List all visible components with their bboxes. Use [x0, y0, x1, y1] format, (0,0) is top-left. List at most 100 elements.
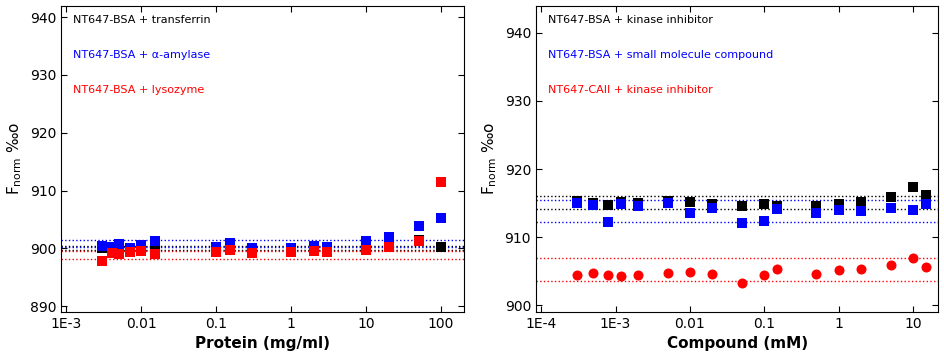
Point [734, 203, 750, 208]
Point [381, 235, 396, 240]
Point [94, 243, 110, 248]
Point [600, 202, 615, 208]
Point [757, 272, 772, 277]
Point [614, 199, 629, 205]
Text: NT647-CAII + kinase inhibitor: NT647-CAII + kinase inhibitor [548, 85, 713, 95]
Point [122, 245, 137, 251]
Point [919, 264, 934, 270]
Point [209, 249, 224, 255]
Point [319, 246, 334, 252]
Point [569, 198, 584, 204]
Point [381, 244, 396, 250]
Point [809, 203, 824, 209]
Point [222, 240, 237, 246]
Point [411, 238, 426, 244]
Point [614, 202, 629, 207]
Point [831, 201, 846, 207]
Point [306, 248, 321, 254]
Point [734, 280, 750, 286]
Point [905, 255, 920, 261]
Point [209, 247, 224, 252]
X-axis label: Protein (mg/ml): Protein (mg/ml) [194, 336, 329, 351]
Point [757, 218, 772, 224]
Point [111, 245, 126, 250]
Point [134, 248, 149, 254]
Point [683, 269, 698, 275]
Point [319, 249, 334, 255]
Point [411, 223, 426, 229]
Point [147, 238, 162, 244]
Point [631, 203, 646, 208]
Y-axis label: $\mathregular{F_{norm}}$ ‰o: $\mathregular{F_{norm}}$ ‰o [6, 122, 25, 195]
Point [319, 245, 334, 250]
Point [883, 262, 898, 268]
Point [600, 272, 615, 277]
Point [585, 200, 600, 206]
Point [222, 246, 237, 251]
Point [831, 268, 846, 273]
Point [631, 200, 646, 206]
Point [853, 266, 868, 272]
Text: NT647-BSA + α-amylase: NT647-BSA + α-amylase [74, 50, 211, 60]
Text: NT647-BSA + transferrin: NT647-BSA + transferrin [74, 15, 211, 25]
Point [919, 202, 934, 207]
Point [660, 200, 675, 206]
Point [433, 245, 448, 250]
Point [769, 203, 784, 208]
Point [705, 271, 720, 277]
Point [122, 248, 137, 253]
Point [381, 240, 396, 246]
Point [284, 246, 299, 251]
Point [585, 202, 600, 208]
Text: NT647-BSA + small molecule compound: NT647-BSA + small molecule compound [548, 50, 773, 60]
Point [244, 246, 260, 252]
Point [111, 251, 126, 257]
Point [122, 250, 137, 255]
Y-axis label: $\mathregular{F_{norm}}$ ‰o: $\mathregular{F_{norm}}$ ‰o [480, 122, 499, 195]
Point [147, 245, 162, 251]
Point [809, 271, 824, 277]
Point [614, 273, 629, 279]
Point [433, 179, 448, 185]
Point [905, 207, 920, 213]
Text: NT647-BSA + kinase inhibitor: NT647-BSA + kinase inhibitor [548, 15, 713, 25]
Point [905, 185, 920, 190]
Point [660, 270, 675, 275]
Point [134, 242, 149, 248]
Point [94, 246, 110, 251]
Point [222, 247, 237, 253]
Point [569, 200, 584, 206]
Point [359, 238, 374, 244]
Point [853, 199, 868, 205]
Point [853, 208, 868, 214]
Point [683, 210, 698, 216]
Point [134, 247, 149, 253]
Point [284, 246, 299, 251]
Point [94, 258, 110, 264]
Point [705, 205, 720, 211]
Point [757, 202, 772, 207]
Point [359, 247, 374, 252]
Point [705, 201, 720, 207]
Point [769, 266, 784, 272]
Point [433, 216, 448, 221]
Point [660, 198, 675, 204]
Point [147, 251, 162, 257]
X-axis label: Compound (mM): Compound (mM) [666, 336, 808, 351]
Point [284, 250, 299, 255]
Point [306, 243, 321, 248]
Point [104, 247, 119, 252]
Point [306, 245, 321, 251]
Point [209, 244, 224, 250]
Point [600, 219, 615, 225]
Point [631, 272, 646, 277]
Point [769, 206, 784, 212]
Point [111, 241, 126, 247]
Point [104, 250, 119, 256]
Point [359, 244, 374, 250]
Point [585, 270, 600, 276]
Point [244, 246, 260, 251]
Point [809, 210, 824, 216]
Point [569, 272, 584, 278]
Point [919, 192, 934, 198]
